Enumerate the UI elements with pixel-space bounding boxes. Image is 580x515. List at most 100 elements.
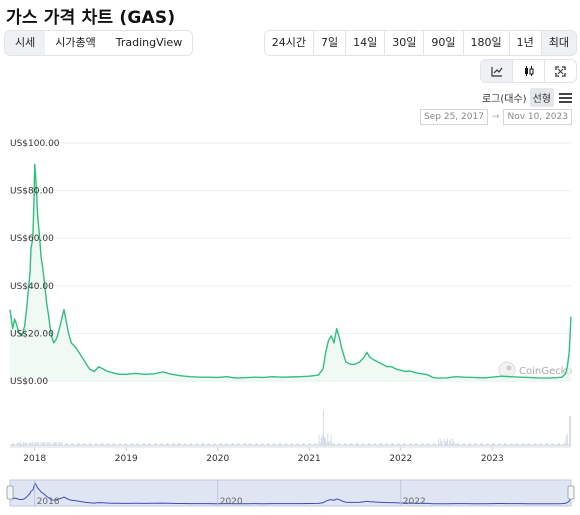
volume-bar xyxy=(202,443,203,446)
volume-bar xyxy=(151,444,153,446)
coingecko-watermark: CoinGecko xyxy=(498,361,572,379)
candlestick-button[interactable] xyxy=(512,60,544,82)
volume-bar xyxy=(504,443,505,446)
range-max[interactable]: 최대 xyxy=(540,31,576,55)
volume-bar xyxy=(534,443,536,446)
volume-bar xyxy=(309,443,311,446)
volume-bar xyxy=(115,444,117,446)
navigator-handle[interactable] xyxy=(567,485,575,500)
volume-bar xyxy=(369,443,370,446)
volume-bar xyxy=(306,444,308,446)
volume-bar xyxy=(201,443,202,446)
volume-bar xyxy=(320,437,322,446)
volume-bar xyxy=(436,444,437,446)
volume-bar xyxy=(509,443,511,446)
volume-bar xyxy=(304,443,306,446)
navigator-window[interactable] xyxy=(9,479,572,507)
volume-bar xyxy=(555,444,557,446)
line-chart-button[interactable] xyxy=(481,60,512,82)
range-180d[interactable]: 180일 xyxy=(462,31,509,55)
volume-bar xyxy=(336,444,337,446)
volume-bar xyxy=(440,438,442,446)
navigator-handle[interactable] xyxy=(6,485,14,500)
volume-bar xyxy=(431,444,433,446)
date-from-input[interactable]: Sep 25, 2017 xyxy=(420,109,488,125)
volume-bar xyxy=(483,444,485,446)
volume-bar xyxy=(253,444,255,446)
hamburger-menu-icon[interactable] xyxy=(559,92,572,103)
volume-bar xyxy=(27,444,29,446)
volume-bar xyxy=(564,443,566,446)
volume-bar xyxy=(528,443,530,446)
volume-bar xyxy=(480,443,481,446)
chart-type-tabs: 시세 시가총액 TradingView xyxy=(4,30,194,56)
volume-bar xyxy=(566,433,568,446)
range-7d[interactable]: 7일 xyxy=(313,31,345,55)
volume-bar xyxy=(353,444,355,446)
volume-bar xyxy=(168,443,169,446)
volume-bar xyxy=(44,442,45,446)
navigator[interactable]: 2018 2020 2022 xyxy=(6,479,575,507)
line-chart-icon xyxy=(490,66,502,77)
log-scale-option[interactable]: 로그(대수) xyxy=(481,94,527,105)
range-1y[interactable]: 1년 xyxy=(508,31,541,55)
volume-bar xyxy=(66,443,67,446)
date-to-input[interactable]: Nov 10, 2023 xyxy=(503,109,572,125)
tab-tradingview[interactable]: TradingView xyxy=(115,36,183,49)
volume-bar xyxy=(374,443,376,446)
volume-bar xyxy=(80,444,82,446)
volume-bar xyxy=(94,443,96,446)
volume-bar xyxy=(182,444,184,446)
volume-bar xyxy=(175,444,177,446)
volume-bar xyxy=(20,444,22,446)
date-range-inputs: Sep 25, 2017 → Nov 10, 2023 xyxy=(420,109,572,125)
volume-bar xyxy=(243,443,245,446)
volume-bar xyxy=(194,444,196,446)
volume-bar xyxy=(160,443,162,446)
volume-bar xyxy=(255,443,257,446)
volume-bar xyxy=(227,443,229,446)
range-24h[interactable]: 24시간 xyxy=(271,36,306,49)
volume-bar xyxy=(516,443,518,446)
volume-bar xyxy=(462,443,464,446)
volume-bar xyxy=(307,444,309,446)
linear-scale-option[interactable]: 선형 xyxy=(529,88,554,107)
volume-bar xyxy=(363,443,365,446)
volume-bar xyxy=(192,444,194,446)
volume-bar xyxy=(551,443,553,446)
volume-bar xyxy=(548,444,549,446)
volume-bar xyxy=(453,441,455,446)
volume-bar xyxy=(348,444,350,446)
tab-market-cap[interactable]: 시가총액 xyxy=(55,36,96,49)
volume-bar xyxy=(419,444,421,446)
range-90d[interactable]: 90일 xyxy=(423,31,462,55)
volume-bar xyxy=(178,443,179,446)
volume-bar xyxy=(271,444,273,446)
volume-bar xyxy=(349,443,351,446)
fullscreen-button[interactable] xyxy=(544,60,576,82)
volume-bar xyxy=(327,433,329,446)
volume-bar xyxy=(521,443,523,446)
range-14d[interactable]: 14일 xyxy=(345,31,384,55)
volume-bar xyxy=(550,444,552,446)
volume-bar xyxy=(359,444,361,446)
volume-bar xyxy=(223,444,224,446)
volume-bar xyxy=(152,444,154,446)
volume-bar xyxy=(476,444,478,446)
range-30d[interactable]: 30일 xyxy=(384,31,423,55)
volume-bar xyxy=(425,444,426,446)
volume-bar xyxy=(429,444,431,446)
volume-bar xyxy=(368,443,369,446)
volume-bar xyxy=(444,441,446,446)
volume-bar xyxy=(38,443,40,446)
volume-bar xyxy=(355,443,357,446)
volume-bar xyxy=(357,443,358,446)
volume-bar xyxy=(128,444,130,446)
volume-bar xyxy=(417,444,419,446)
volume-bar xyxy=(29,442,31,446)
volume-bar xyxy=(437,444,439,446)
tab-price[interactable]: 시세 xyxy=(5,31,46,55)
volume-bar xyxy=(330,435,332,446)
volume-bar xyxy=(161,443,163,446)
